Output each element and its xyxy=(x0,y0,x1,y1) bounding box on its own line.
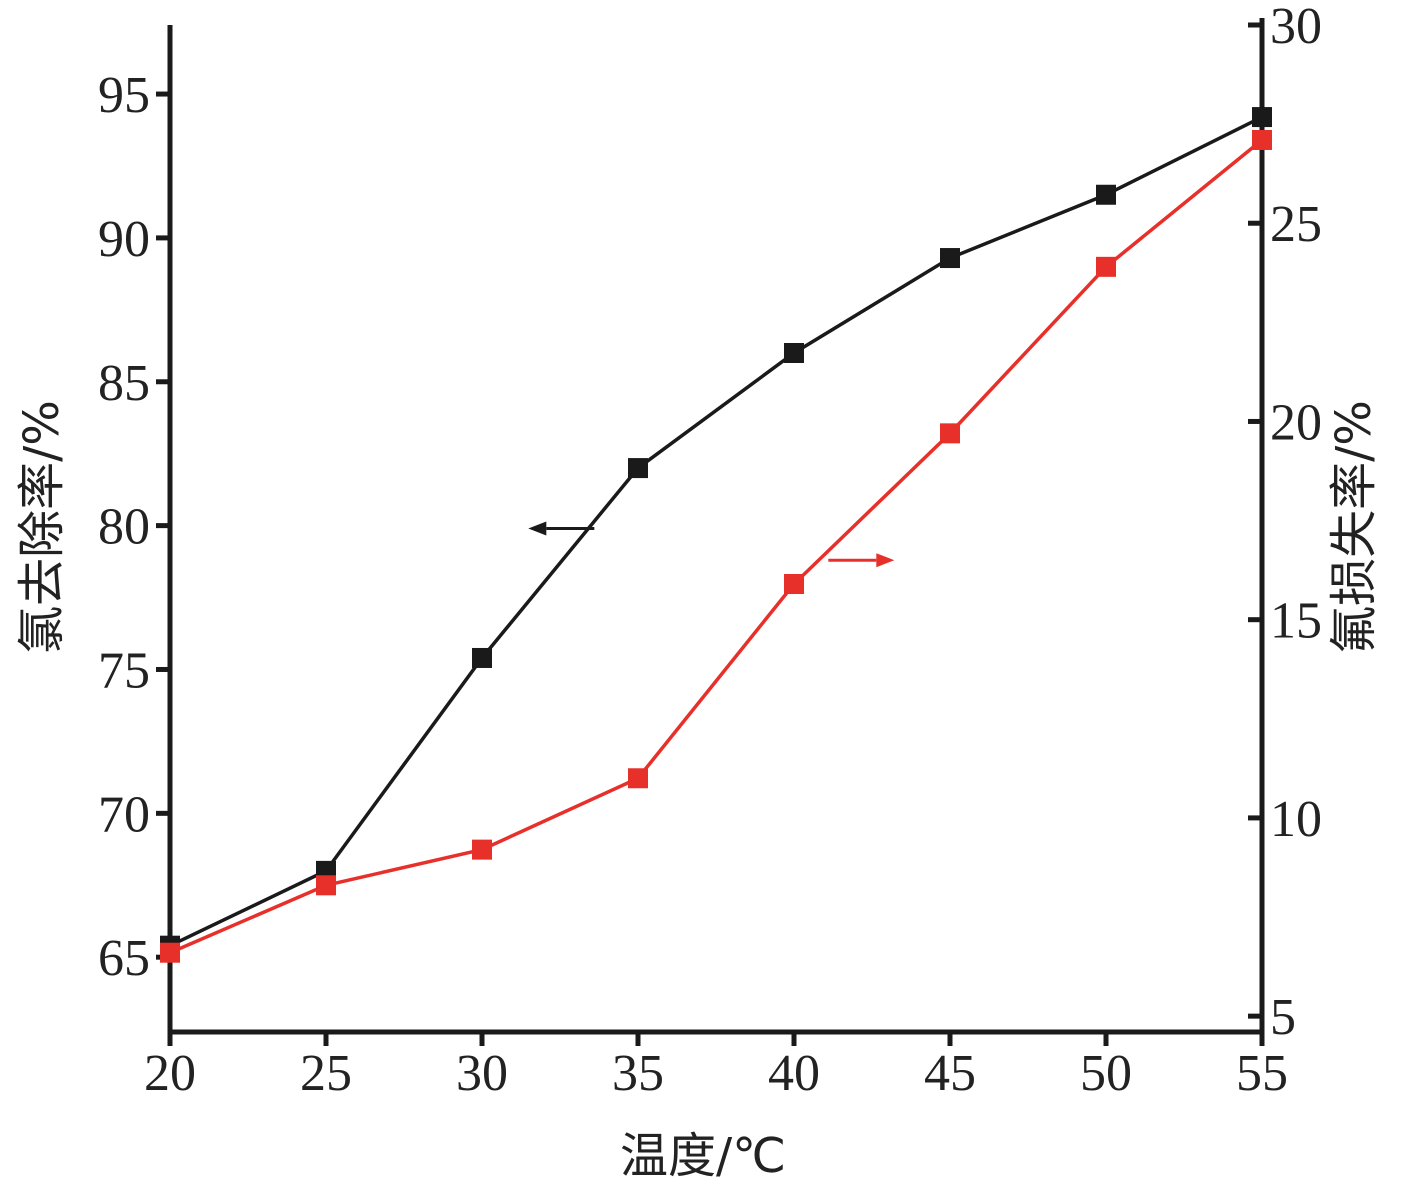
series-line xyxy=(169,115,1263,948)
y-left-tick-label: 75 xyxy=(98,642,150,699)
x-tick-label: 55 xyxy=(1236,1045,1288,1102)
x-axis-label: 温度/℃ xyxy=(620,1128,786,1181)
y-left-tick-label: 65 xyxy=(98,930,150,987)
x-tick-label: 40 xyxy=(768,1045,820,1102)
arrow-annotation-left xyxy=(528,521,595,536)
series-1 xyxy=(160,129,1272,963)
y-right-tick-label: 15 xyxy=(1270,593,1322,650)
series-layer xyxy=(160,107,1272,963)
axes: 20 25 30 35 40 45 50 55 65 70 75 80 85 90 95 5 10 15 20 25 3… xyxy=(98,0,1322,1102)
data-point xyxy=(628,768,648,789)
arrow-head xyxy=(528,521,547,536)
data-point xyxy=(784,342,804,363)
y-right-tick-label: 5 xyxy=(1270,989,1296,1046)
arrow-annotation-right xyxy=(828,553,895,568)
annotation-layer xyxy=(528,521,895,568)
y-left-tick-label: 95 xyxy=(98,67,150,124)
series-0 xyxy=(160,107,1272,956)
data-point xyxy=(160,942,180,963)
y-axis-label-left: 氯去除率/% xyxy=(14,400,70,654)
y-right-tick-label: 10 xyxy=(1270,791,1322,848)
data-point xyxy=(316,875,336,896)
data-point xyxy=(784,574,804,595)
y-axis-label-right: 氟损失率/% xyxy=(1326,400,1382,654)
series-line xyxy=(169,138,1264,955)
y-left-tick-label: 90 xyxy=(98,211,150,268)
y-right-tick-label: 30 xyxy=(1270,0,1322,55)
data-point xyxy=(1252,129,1272,150)
data-point xyxy=(940,423,960,444)
y-right-tick-label: 25 xyxy=(1270,196,1322,253)
x-tick-label: 35 xyxy=(612,1045,664,1102)
arrow-head xyxy=(876,553,895,568)
data-point xyxy=(940,248,960,269)
data-point xyxy=(628,458,648,479)
data-point xyxy=(1252,107,1272,128)
data-point xyxy=(1096,256,1116,277)
data-point xyxy=(1096,184,1116,205)
y-left-tick-label: 80 xyxy=(98,499,150,556)
y-right-tick-label: 20 xyxy=(1270,394,1322,451)
x-tick-label: 20 xyxy=(144,1045,196,1102)
y-left-tick-label: 85 xyxy=(98,355,150,412)
x-tick-label: 30 xyxy=(456,1045,508,1102)
data-point xyxy=(472,839,492,860)
x-tick-label: 50 xyxy=(1080,1045,1132,1102)
y-left-tick-label: 70 xyxy=(98,786,150,843)
x-tick-label: 25 xyxy=(300,1045,352,1102)
data-point xyxy=(472,647,492,668)
x-tick-label: 45 xyxy=(924,1045,976,1102)
